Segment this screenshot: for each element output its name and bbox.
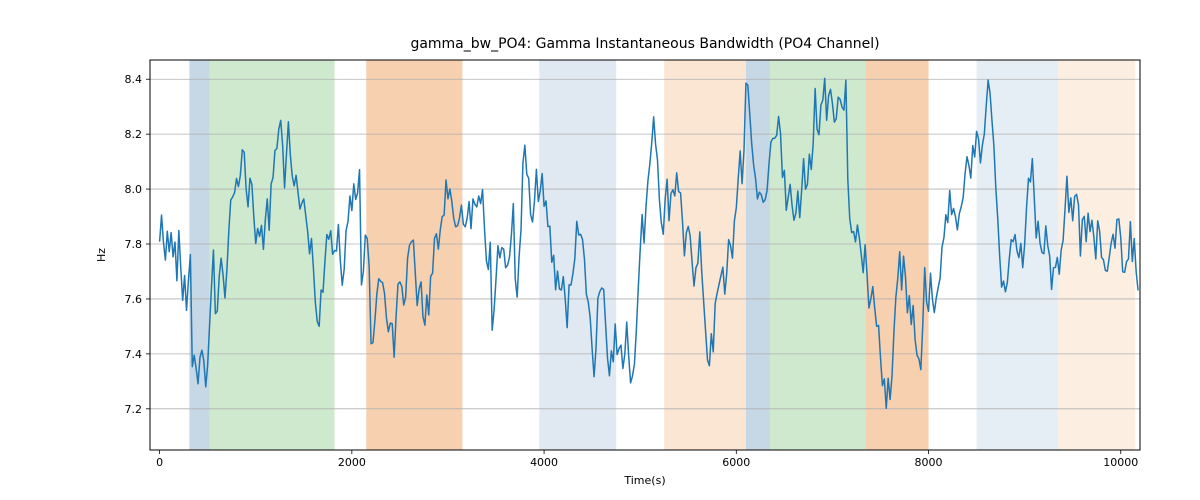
y-tick-label: 7.6 [125,293,143,306]
band [866,60,928,450]
x-tick-label: 4000 [530,456,558,469]
band [189,60,209,450]
y-axis-label: Hz [95,248,108,262]
band [1058,60,1135,450]
x-tick-label: 10000 [1103,456,1138,469]
band [664,60,746,450]
chart-svg: 0 2000 4000 6000 8000 10000 7.2 7.4 7.6 7.8 8.0 8.2… [0,0,1200,500]
x-ticks: 0 2000 4000 6000 8000 10000 [156,450,1138,469]
x-tick-label: 8000 [915,456,943,469]
y-tick-label: 7.4 [125,348,143,361]
chart-title: gamma_bw_PO4: Gamma Instantaneous Bandwi… [410,36,879,52]
x-axis-label: Time(s) [623,474,665,487]
band [770,60,866,450]
x-tick-label: 0 [156,456,163,469]
y-ticks: 7.2 7.4 7.6 7.8 8.0 8.2 8.4 [125,73,151,416]
y-tick-label: 8.4 [125,73,143,86]
y-tick-label: 7.2 [125,403,143,416]
x-tick-label: 2000 [338,456,366,469]
y-tick-label: 7.8 [125,238,143,251]
chart-container: 0 2000 4000 6000 8000 10000 7.2 7.4 7.6 7.8 8.0 8.2… [0,0,1200,500]
y-tick-label: 8.2 [125,128,143,141]
x-tick-label: 6000 [722,456,750,469]
y-tick-label: 8.0 [125,183,143,196]
